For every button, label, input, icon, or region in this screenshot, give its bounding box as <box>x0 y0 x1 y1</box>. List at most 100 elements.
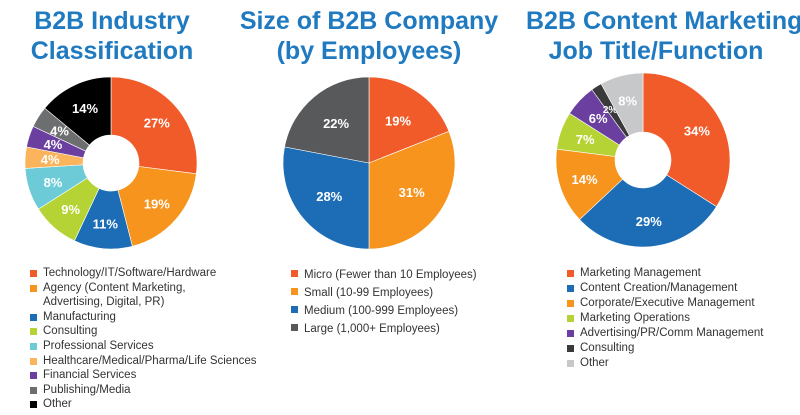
legend-swatch <box>30 401 37 409</box>
legend-label: Consulting <box>580 341 634 356</box>
legend-swatch <box>291 306 298 313</box>
slice-3-7 <box>600 72 644 136</box>
chart-3-legend: Marketing Management Content Creation/Man… <box>567 266 763 371</box>
legend-swatch <box>567 285 574 292</box>
slice-label: 19% <box>385 113 411 128</box>
legend-label-line: Financial Services <box>43 369 137 382</box>
legend-label-line: Large (1,000+ Employees) <box>304 323 440 335</box>
title-line: Job Title/Function <box>548 37 764 65</box>
legend-item: Financial Services <box>30 368 257 383</box>
legend-label-line: Content Creation/Management <box>580 282 738 294</box>
slice-label: 28% <box>316 189 342 204</box>
legend-swatch <box>291 324 298 331</box>
legend-item: Technology/IT/Software/Hardware <box>30 266 257 281</box>
slice-label: 19% <box>144 196 170 211</box>
slice-label: 6% <box>589 111 608 126</box>
legend-label-line: Other <box>43 398 72 411</box>
slice-1-2 <box>117 166 197 247</box>
legend-label: Marketing Management <box>580 266 701 281</box>
slice-label: 4% <box>44 137 63 152</box>
chart-2-title: Size of B2B Company (by Employees) <box>239 6 499 66</box>
slice-label: 4% <box>50 123 69 138</box>
legend-label: Marketing Operations <box>580 311 690 326</box>
legend-swatch <box>567 345 574 352</box>
title-line: Classification <box>30 37 194 65</box>
legend-swatch <box>30 372 37 380</box>
legend-item: Medium (100-999 Employees) <box>291 302 477 320</box>
legend-label: Other <box>580 356 609 371</box>
legend-label: Content Creation/Management <box>580 281 737 296</box>
legend-swatch <box>30 284 37 292</box>
legend-label-line: Marketing Management <box>580 267 701 279</box>
slice-label: 9% <box>61 202 80 217</box>
chart-2-legend: Micro (Fewer than 10 Employees) Small (10… <box>291 266 477 338</box>
legend-item: Corporate/Executive Management <box>567 296 763 311</box>
legend-label-line: Agency (Content Marketing, <box>43 281 186 294</box>
slice-label: 2% <box>603 105 618 116</box>
slice-1-9 <box>44 76 112 146</box>
slice-2-1 <box>368 76 450 164</box>
legend-label: Consulting <box>43 324 97 339</box>
slice-label: 7% <box>576 132 595 147</box>
legend-label-line: Manufacturing <box>43 310 116 323</box>
legend-item: Marketing Management <box>567 266 763 281</box>
legend-swatch <box>567 300 574 307</box>
legend-label: Large (1,000+ Employees) <box>304 320 440 338</box>
legend-label-line: Micro (Fewer than 10 Employees) <box>304 269 477 281</box>
legend-item: Other <box>567 356 763 371</box>
legend-label-line: Advertising/PR/Comm Management <box>580 327 764 339</box>
legend-item: Small (10-99 Employees) <box>291 284 477 302</box>
slice-label: 4% <box>41 152 60 167</box>
slice-label: 34% <box>684 123 710 138</box>
legend-label: Corporate/Executive Management <box>580 296 755 311</box>
legend-label-line: Professional Services <box>43 339 154 352</box>
legend-item: Healthcare/Medical/Pharma/Life Sciences <box>30 354 257 369</box>
legend-swatch <box>30 313 37 321</box>
legend-label-line: Publishing/Media <box>43 383 131 396</box>
legend-item: Other <box>30 397 257 412</box>
slice-3-2 <box>579 174 717 248</box>
slice-label: 27% <box>144 116 170 131</box>
legend-label: Advertising/PR/Comm Management <box>580 326 763 341</box>
legend-swatch <box>30 386 37 394</box>
chart-1-title: B2B Industry Classification <box>0 6 242 66</box>
legend-item: Consulting <box>567 341 763 356</box>
legend-swatch <box>291 288 298 295</box>
legend-item: Consulting <box>30 324 257 339</box>
slice-label: 11% <box>93 217 119 232</box>
legend-label-line: Small (10-99 Employees) <box>304 287 434 299</box>
slice-label: 14% <box>571 172 597 187</box>
legend-label-line: Consulting <box>580 342 635 354</box>
chart-1-legend: Technology/IT/Software/Hardware Agency (C… <box>30 266 257 412</box>
slice-label: 8% <box>618 93 637 108</box>
legend-item: Micro (Fewer than 10 Employees) <box>291 266 477 284</box>
legend-item: Agency (Content Marketing, Advertising, D… <box>30 281 257 310</box>
legend-label-line: Medium (100-999 Employees) <box>304 305 459 317</box>
legend-swatch <box>30 342 37 350</box>
slice-label: 14% <box>72 101 98 116</box>
legend-label-line: Marketing Operations <box>580 312 690 324</box>
legend-label: Publishing/Media <box>43 383 131 398</box>
legend-swatch <box>567 360 574 367</box>
legend-swatch <box>30 328 37 336</box>
legend-label: Small (10-99 Employees) <box>304 284 433 302</box>
legend-label-line: Consulting <box>43 325 98 338</box>
legend-label: Agency (Content Marketing, Advertising, D… <box>43 281 186 310</box>
legend-label: Professional Services <box>43 339 154 354</box>
legend-swatch <box>567 315 574 322</box>
legend-swatch <box>291 270 298 277</box>
legend-item: Professional Services <box>30 339 257 354</box>
legend-label-line: Other <box>580 357 609 369</box>
slice-label: 29% <box>636 214 662 229</box>
legend-label: Manufacturing <box>43 310 116 325</box>
title-line: B2B Content Marketing <box>526 7 800 35</box>
slice-label: 22% <box>323 116 349 131</box>
slice-1-1 <box>110 76 198 175</box>
slice-label: 8% <box>44 175 63 190</box>
legend-swatch <box>567 330 574 337</box>
title-line: Size of B2B Company <box>239 7 499 35</box>
slice-2-4 <box>284 76 370 164</box>
legend-swatch <box>30 270 37 277</box>
legend-label-line: Advertising, Digital, PR) <box>43 296 165 309</box>
